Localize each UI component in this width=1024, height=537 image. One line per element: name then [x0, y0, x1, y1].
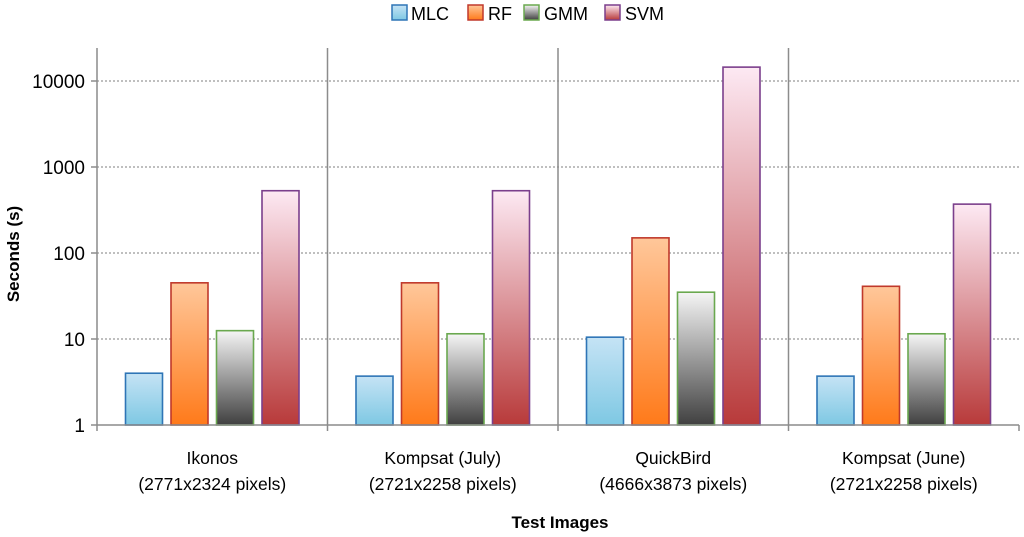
- category-label-4: Kompsat (June): [842, 448, 966, 468]
- category-size-label-4: (2721x2258 pixels): [830, 474, 978, 494]
- bar-svm-1: [261, 189, 300, 426]
- legend-label-svm: SVM: [625, 4, 664, 24]
- legend-item-svm: SVM: [604, 4, 664, 24]
- category-separators: [326, 48, 790, 431]
- y-tick-label-10000: 10000: [32, 72, 85, 93]
- bar-rf-4: [861, 285, 901, 426]
- bar-mlc-1: [124, 372, 164, 426]
- legend-item-gmm: GMM: [523, 4, 588, 24]
- category-label-2: Kompsat (July): [384, 448, 501, 468]
- legend-item-rf: RF: [467, 4, 512, 24]
- bar-svm-2: [491, 189, 531, 426]
- legend-swatch-gmm: [523, 4, 540, 21]
- y-tick-label-100: 100: [53, 244, 85, 265]
- y-tick-label-1000: 1000: [43, 158, 85, 179]
- y-tick-label-10: 10: [64, 330, 85, 351]
- category-size-label-2: (2721x2258 pixels): [369, 474, 517, 494]
- bar-mlc-4: [816, 375, 855, 426]
- bar-gmm-3: [676, 291, 716, 426]
- bar-gmm-2: [446, 332, 485, 426]
- bar-mlc-2: [355, 375, 394, 426]
- y-tick-label-1: 1: [74, 416, 85, 437]
- bar-svm-4: [952, 203, 992, 426]
- legend-label-rf: RF: [488, 4, 512, 24]
- bars: [124, 66, 992, 426]
- legend-swatch-mlc: [391, 4, 408, 21]
- legend-item-mlc: MLC: [391, 4, 449, 24]
- axes: [91, 48, 1020, 431]
- category-size-label-3: (4666x3873 pixels): [599, 474, 747, 494]
- category-size-label-1: (2771x2324 pixels): [138, 474, 286, 494]
- bar-mlc-3: [585, 336, 625, 426]
- y-tick-labels: 1 10 100 1000 10000: [32, 72, 85, 437]
- legend-label-gmm: GMM: [544, 4, 588, 24]
- bar-rf-3: [631, 237, 670, 426]
- legend-swatch-rf: [467, 4, 484, 21]
- category-label-3: QuickBird: [635, 448, 711, 468]
- legend-label-mlc: MLC: [411, 4, 449, 24]
- bar-rf-1: [170, 282, 209, 426]
- bar-gmm-1: [215, 329, 255, 426]
- category-labels: Ikonos (2771x2324 pixels) Kompsat (July) (2…: [138, 448, 977, 494]
- bar-svm-3: [722, 66, 761, 426]
- x-axis-title: Test Images: [511, 513, 608, 532]
- y-axis-title: Seconds (s): [4, 206, 23, 302]
- legend: MLC RF GMM SVM: [391, 4, 664, 24]
- bar-gmm-4: [907, 332, 946, 426]
- bar-rf-2: [400, 282, 440, 426]
- legend-swatch-svm: [604, 4, 621, 21]
- category-label-1: Ikonos: [186, 448, 238, 468]
